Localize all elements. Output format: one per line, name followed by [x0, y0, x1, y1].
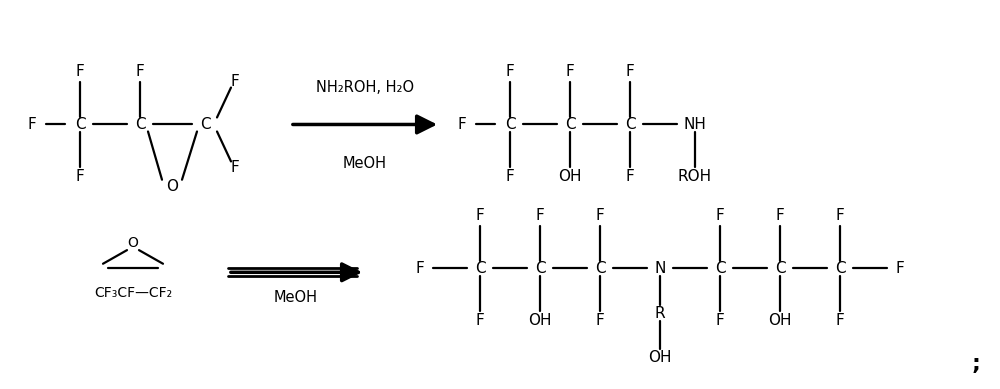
Text: NH: NH: [684, 117, 706, 132]
Text: F: F: [716, 314, 724, 328]
Text: F: F: [476, 209, 484, 223]
Text: F: F: [836, 209, 844, 223]
Text: N: N: [654, 261, 666, 276]
Text: OH: OH: [528, 314, 552, 328]
Text: F: F: [476, 314, 484, 328]
Text: C: C: [505, 117, 515, 132]
Text: MeOH: MeOH: [274, 290, 318, 305]
Text: C: C: [625, 117, 635, 132]
Text: C: C: [835, 261, 845, 276]
Text: CF₃CF—CF₂: CF₃CF—CF₂: [94, 286, 172, 300]
Text: F: F: [416, 261, 424, 276]
Text: C: C: [595, 261, 605, 276]
Text: F: F: [716, 209, 724, 223]
Text: O: O: [128, 236, 138, 250]
Text: MeOH: MeOH: [343, 156, 387, 171]
Text: R: R: [655, 306, 665, 321]
Text: F: F: [836, 314, 844, 328]
Text: F: F: [458, 117, 466, 132]
Text: F: F: [596, 314, 604, 328]
Text: F: F: [506, 65, 514, 79]
Text: ROH: ROH: [678, 170, 712, 184]
Text: F: F: [776, 209, 784, 223]
Text: F: F: [136, 65, 144, 79]
Text: ;: ;: [972, 354, 980, 374]
Text: F: F: [596, 209, 604, 223]
Text: NH₂ROH, H₂O: NH₂ROH, H₂O: [316, 80, 414, 95]
Text: C: C: [475, 261, 485, 276]
Text: F: F: [76, 170, 84, 184]
Text: F: F: [626, 170, 634, 184]
Text: C: C: [75, 117, 85, 132]
Text: C: C: [535, 261, 545, 276]
Text: F: F: [626, 65, 634, 79]
Text: C: C: [715, 261, 725, 276]
Text: F: F: [76, 65, 84, 79]
Text: F: F: [506, 170, 514, 184]
Text: OH: OH: [648, 350, 672, 365]
Text: OH: OH: [768, 314, 792, 328]
Text: F: F: [231, 74, 239, 89]
Text: F: F: [231, 160, 239, 175]
Text: F: F: [28, 117, 36, 132]
Text: C: C: [135, 117, 145, 132]
Text: O: O: [166, 179, 178, 194]
Text: F: F: [566, 65, 574, 79]
Text: C: C: [200, 117, 210, 132]
Text: F: F: [896, 261, 904, 276]
Text: C: C: [565, 117, 575, 132]
Text: F: F: [536, 209, 544, 223]
Text: C: C: [775, 261, 785, 276]
Text: OH: OH: [558, 170, 582, 184]
